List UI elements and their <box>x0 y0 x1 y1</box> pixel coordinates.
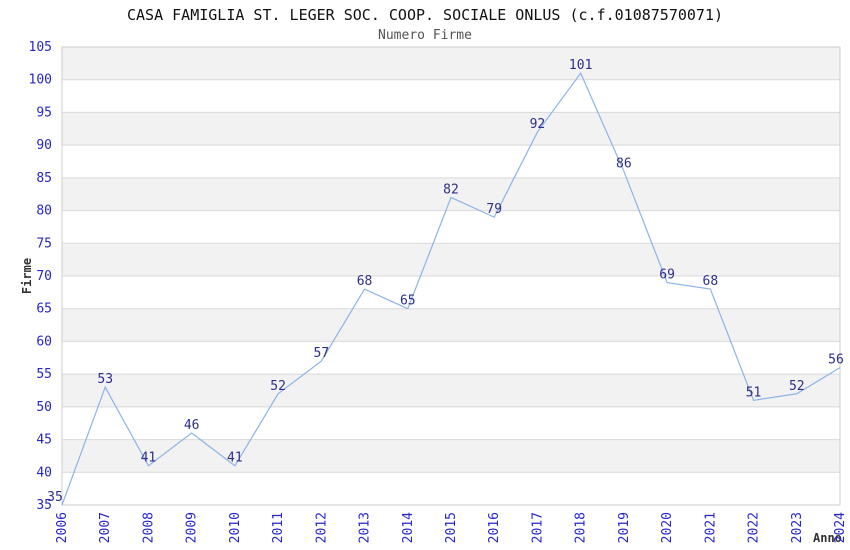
y-tick-label: 55 <box>36 367 52 382</box>
x-tick-label: 2011 <box>271 512 286 543</box>
plot-band <box>62 308 840 342</box>
x-tick-label: 2019 <box>617 512 632 543</box>
plot-band <box>62 210 840 244</box>
x-tick-label: 2022 <box>747 512 762 543</box>
y-tick-label: 45 <box>36 433 52 448</box>
plot-band <box>62 439 840 473</box>
x-tick-label: 2010 <box>228 512 243 543</box>
point-label: 52 <box>270 379 286 394</box>
y-tick-label: 95 <box>36 105 52 120</box>
point-label: 41 <box>141 451 157 466</box>
point-label: 68 <box>357 274 373 289</box>
plot-band <box>62 79 840 113</box>
point-label: 92 <box>530 117 546 132</box>
plot-band <box>62 112 840 146</box>
y-tick-label: 85 <box>36 171 52 186</box>
x-tick-label: 2007 <box>98 512 113 543</box>
point-label: 46 <box>184 418 200 433</box>
x-tick-label: 2012 <box>314 512 329 543</box>
point-label: 86 <box>616 156 632 171</box>
point-label: 69 <box>659 268 675 283</box>
x-tick-label: 2018 <box>574 512 589 543</box>
point-label: 65 <box>400 294 416 309</box>
point-label: 53 <box>97 372 113 387</box>
x-tick-label: 2024 <box>833 512 848 543</box>
y-tick-label: 65 <box>36 302 52 317</box>
point-label: 101 <box>569 58 592 73</box>
x-tick-label: 2021 <box>703 512 718 543</box>
y-tick-label: 35 <box>36 498 52 513</box>
y-tick-label: 80 <box>36 204 52 219</box>
plot-band <box>62 472 840 505</box>
y-tick-label: 105 <box>29 40 52 55</box>
x-tick-label: 2020 <box>660 512 675 543</box>
x-tick-label: 2006 <box>55 512 70 543</box>
x-tick-label: 2008 <box>141 512 156 543</box>
x-tick-label: 2015 <box>444 512 459 543</box>
point-label: 68 <box>703 274 719 289</box>
y-tick-label: 40 <box>36 465 52 480</box>
plot-band <box>62 243 840 276</box>
point-label: 79 <box>486 202 502 217</box>
x-tick-label: 2014 <box>401 512 416 543</box>
plot-band <box>62 276 840 309</box>
data-line <box>61 71 841 506</box>
plot-band <box>62 145 840 178</box>
chart-title: CASA FAMIGLIA ST. LEGER SOC. COOP. SOCIA… <box>126 6 724 24</box>
point-label: 56 <box>828 353 844 368</box>
point-label: 52 <box>789 379 805 394</box>
y-tick-label: 60 <box>36 334 52 349</box>
y-tick-label: 50 <box>36 400 52 415</box>
plot-band <box>62 374 840 407</box>
x-axis-label: Anno <box>813 531 842 545</box>
x-tick-label: 2013 <box>358 512 373 543</box>
plot-band <box>62 47 840 80</box>
x-tick-label: 2009 <box>185 512 200 543</box>
y-tick-label: 75 <box>36 236 52 251</box>
point-label: 41 <box>227 451 243 466</box>
chart-subtitle: Numero Firme <box>378 28 472 43</box>
point-label: 35 <box>47 490 63 505</box>
point-label: 51 <box>746 385 762 400</box>
plot-band <box>62 177 840 211</box>
y-tick-label: 90 <box>36 138 52 153</box>
x-tick-label: 2017 <box>530 512 545 543</box>
y-tick-label: 70 <box>36 269 52 284</box>
point-label: 57 <box>314 346 330 361</box>
x-tick-label: 2016 <box>487 512 502 543</box>
plot-band <box>62 406 840 440</box>
x-tick-label: 2023 <box>790 512 805 543</box>
plot-band <box>62 341 840 375</box>
plot-border <box>61 46 841 506</box>
y-tick-label: 100 <box>29 73 52 88</box>
point-label: 82 <box>443 182 459 197</box>
